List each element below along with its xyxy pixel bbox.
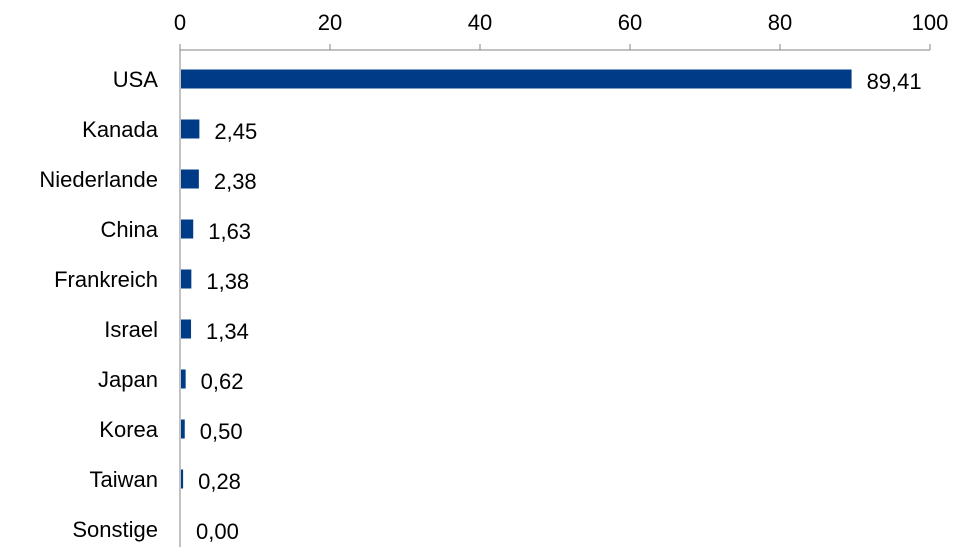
bar [181, 69, 852, 89]
x-tick-label: 60 [618, 10, 642, 35]
bar [181, 319, 192, 339]
x-tick-label: 0 [174, 10, 186, 35]
y-axis: USA Kanada Niederlande China Frankreich Israe… [39, 50, 181, 547]
category-label: USA [113, 67, 159, 92]
data-label: 1,34 [206, 319, 249, 344]
category-label: Niederlande [39, 167, 158, 192]
bar [181, 419, 185, 439]
bar [181, 369, 186, 389]
data-label: 2,45 [214, 119, 257, 144]
category-label: China [101, 217, 159, 242]
category-label: Kanada [82, 117, 159, 142]
data-label: 0,50 [200, 419, 243, 444]
x-axis: 0 20 40 60 80 100 [174, 10, 949, 51]
data-label: 2,38 [214, 169, 257, 194]
bar [181, 169, 199, 189]
category-label: Korea [99, 417, 158, 442]
bars [181, 69, 852, 489]
bar [181, 219, 194, 239]
data-label: 0,28 [198, 469, 241, 494]
bar [181, 469, 184, 489]
x-tick-label: 100 [912, 10, 949, 35]
labels: 89,41 2,45 2,38 1,63 1,38 1,34 0,62 0,50 0,28 0,0… [196, 69, 922, 544]
x-tick-label: 40 [468, 10, 492, 35]
data-label: 0,00 [196, 519, 239, 544]
data-label: 1,63 [208, 219, 251, 244]
bar [181, 119, 200, 139]
bar [181, 269, 192, 289]
category-label: Japan [98, 367, 158, 392]
x-tick-label: 20 [318, 10, 342, 35]
category-label: Frankreich [54, 267, 158, 292]
data-label: 0,62 [201, 369, 244, 394]
category-label: Taiwan [90, 467, 158, 492]
category-label: Sonstige [72, 517, 158, 542]
category-label: Israel [104, 317, 158, 342]
data-label: 89,41 [867, 69, 922, 94]
data-label: 1,38 [206, 269, 249, 294]
x-tick-label: 80 [768, 10, 792, 35]
